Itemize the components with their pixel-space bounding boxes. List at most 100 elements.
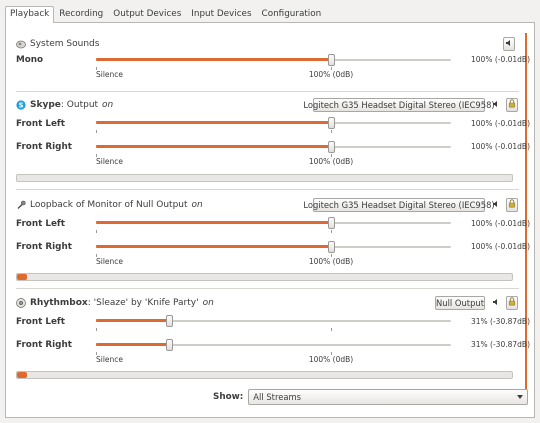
show-combo-value: All Streams <box>253 392 302 402</box>
show-streams-combo[interactable]: All Streams <box>248 389 529 405</box>
volume-icon <box>492 200 500 211</box>
tab-bar: Playback Recording Output Devices Input … <box>5 6 326 23</box>
lock-icon <box>508 99 516 111</box>
stream-header: Loopback of Monitor of Null Output on <box>16 198 203 212</box>
slider-trough <box>96 320 451 322</box>
slider-knob[interactable] <box>165 339 173 351</box>
stream-app-name: Rhythmbox <box>30 298 88 308</box>
volume-slider-front-right[interactable] <box>96 339 451 351</box>
tab-recording[interactable]: Recording <box>59 9 104 19</box>
slider-fill <box>96 343 169 346</box>
stream-loopback: Loopback of Monitor of Null Output on Lo… <box>16 198 530 286</box>
mute-button[interactable] <box>503 37 515 51</box>
stream-on-label: on <box>202 298 214 308</box>
peak-meter <box>16 371 513 379</box>
channel-label: Front Left <box>16 317 65 327</box>
volume-scale <box>96 328 451 338</box>
lock-icon <box>508 297 516 309</box>
volume-scale: Silence 100% (0dB) <box>96 352 451 364</box>
slider-fill <box>96 245 331 248</box>
microphone-icon <box>16 200 26 210</box>
tick-zero-db <box>331 254 332 257</box>
tab-configuration[interactable]: Configuration <box>261 9 322 19</box>
scale-zero-db-label: 100% (0dB) <box>308 70 354 79</box>
volume-readout: 100% (-0.01dB) <box>471 142 530 151</box>
scale-silence-label: Silence <box>96 355 124 364</box>
volume-scale <box>96 230 451 240</box>
slider-knob[interactable] <box>328 217 335 229</box>
speaker-icon <box>16 39 26 49</box>
slider-knob[interactable] <box>328 141 335 153</box>
slider-knob[interactable] <box>328 241 335 253</box>
output-device-button[interactable]: Logitech G35 Headset Digital Stereo (IEC… <box>303 198 495 212</box>
tick-silence <box>96 254 97 257</box>
slider-fill <box>96 58 331 61</box>
channel-label: Mono <box>16 55 44 65</box>
tick-silence <box>96 328 97 331</box>
peak-meter <box>16 174 513 182</box>
stream-header: S Skype : Output on <box>16 98 113 112</box>
stream-skype: S Skype : Output on Logitech G35 Headset… <box>16 98 530 186</box>
tick-silence <box>96 352 97 355</box>
channel-label: Front Right <box>16 340 72 350</box>
scrollbar[interactable] <box>525 33 527 391</box>
tab-playback[interactable]: Playback <box>5 6 55 23</box>
volume-readout: 100% (-0.01dB) <box>471 119 530 128</box>
output-device-button[interactable]: Null Output <box>435 296 485 310</box>
stream-separator <box>16 288 519 289</box>
volume-slider-front-right[interactable] <box>96 141 451 153</box>
tick-zero-db <box>331 352 332 355</box>
tab-input-devices[interactable]: Input Devices <box>191 9 252 19</box>
stream-subtitle: : Output <box>60 100 99 110</box>
volume-slider-front-left[interactable] <box>96 117 451 129</box>
output-device-button[interactable]: Logitech G35 Headset Digital Stereo (IEC… <box>303 98 495 112</box>
tab-output-devices[interactable]: Output Devices <box>113 9 182 19</box>
volume-icon <box>505 39 513 50</box>
stream-name: System Sounds <box>30 39 100 49</box>
volume-icon <box>492 100 500 111</box>
slider-fill <box>96 319 169 322</box>
stream-header: System Sounds <box>16 37 99 51</box>
volume-slider-front-left[interactable] <box>96 217 451 229</box>
volume-slider-front-right[interactable] <box>96 241 451 253</box>
volume-readout: 100% (-0.01dB) <box>471 242 530 251</box>
tick-silence <box>96 154 97 157</box>
mute-button[interactable] <box>490 198 502 212</box>
volume-slider-front-left[interactable] <box>96 315 451 327</box>
channel-label: Front Right <box>16 142 72 152</box>
skype-icon: S <box>16 100 26 110</box>
slider-knob[interactable] <box>328 54 335 66</box>
tick-zero-db <box>331 328 332 331</box>
slider-fill <box>96 221 331 224</box>
mute-button[interactable] <box>490 98 502 112</box>
stream-header: Rhythmbox : 'Sleaze' by 'Knife Party' on <box>16 296 214 310</box>
stream-separator <box>16 91 519 92</box>
stream-on-label: on <box>102 100 114 110</box>
volume-scale: Silence 100% (0dB) <box>96 254 451 266</box>
svg-text:S: S <box>18 102 23 110</box>
scale-silence-label: Silence <box>96 257 124 266</box>
mute-button[interactable] <box>490 296 502 310</box>
slider-knob[interactable] <box>165 315 173 327</box>
peak-fill <box>17 372 27 378</box>
volume-readout: 31% (-30.87dB) <box>471 340 530 349</box>
volume-slider-mono[interactable] <box>96 54 451 66</box>
stream-on-label: on <box>191 200 203 210</box>
stream-subtitle: : 'Sleaze' by 'Knife Party' <box>87 298 199 308</box>
slider-knob[interactable] <box>328 117 335 129</box>
volume-readout: 100% (-0.01dB) <box>471 219 530 228</box>
lock-channels-button[interactable] <box>506 98 518 112</box>
slider-fill <box>96 121 331 124</box>
stream-rhythmbox: Rhythmbox : 'Sleaze' by 'Knife Party' on… <box>16 296 530 384</box>
playback-panel: System Sounds Mono 100% (-0.01dB) Silenc… <box>5 22 535 418</box>
lock-channels-button[interactable] <box>506 296 518 310</box>
rhythmbox-icon <box>16 298 26 308</box>
scale-silence-label: Silence <box>96 70 124 79</box>
lock-channels-button[interactable] <box>506 198 518 212</box>
tick-silence <box>96 67 97 70</box>
tick-silence <box>96 230 97 233</box>
show-filter-row: Show: All Streams <box>213 389 529 405</box>
channel-label: Front Left <box>16 219 65 229</box>
stream-system-sounds: System Sounds Mono 100% (-0.01dB) Silenc… <box>16 37 530 89</box>
volume-scale <box>96 130 451 140</box>
